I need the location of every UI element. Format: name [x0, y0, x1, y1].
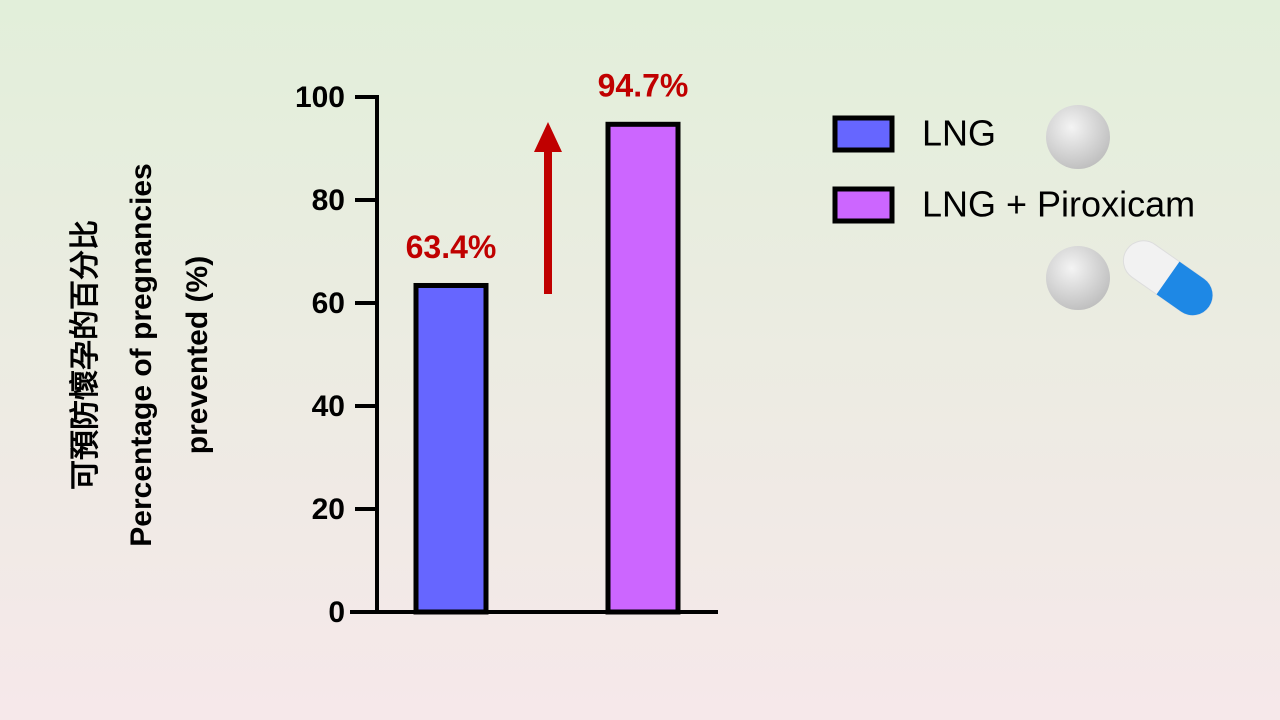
bar	[605, 121, 681, 615]
bar	[413, 282, 489, 615]
legend-swatch	[832, 186, 895, 224]
y-axis-title-line: 可預防懷孕的百分比	[69, 220, 102, 490]
legend-label: LNG	[922, 113, 996, 154]
legend-label: LNG + Piroxicam	[922, 184, 1195, 225]
y-tick-label: 100	[295, 81, 345, 114]
y-tick-label: 40	[312, 390, 345, 423]
arrow	[534, 122, 562, 294]
value-label: 63.4%	[406, 229, 497, 265]
y-axis-title-line: Percentage of pregnancies	[125, 163, 158, 546]
y-tick-label: 20	[312, 493, 345, 526]
pill-icons	[1046, 105, 1214, 316]
legend-swatch	[832, 115, 895, 153]
y-tick-label: 0	[328, 596, 345, 629]
y-axis-title-line: prevented (%)	[181, 256, 214, 454]
y-tick-label: 80	[312, 184, 345, 217]
y-tick-label: 60	[312, 287, 345, 320]
y-axis-title: 可預防懷孕的百分比 Percentage of pregnancies prev…	[69, 163, 214, 546]
value-label: 94.7%	[598, 68, 689, 104]
